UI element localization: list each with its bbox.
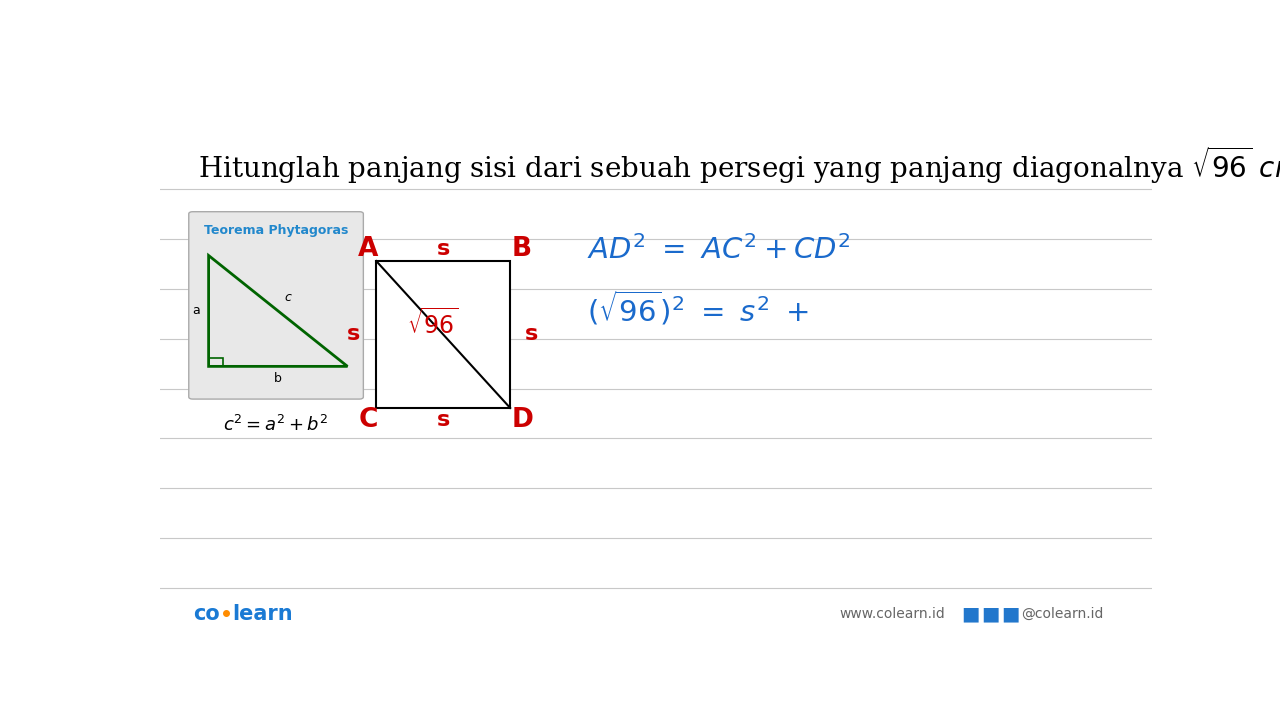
Text: a: a xyxy=(192,305,200,318)
Text: b: b xyxy=(274,372,282,385)
Text: ■: ■ xyxy=(1001,605,1020,624)
Text: $c^2 = a^2 + b^2$: $c^2 = a^2 + b^2$ xyxy=(224,415,329,435)
Text: s: s xyxy=(525,325,539,344)
Text: Hitunglah panjang sisi dari sebuah persegi yang panjang diagonalnya $\sqrt{96}$ : Hitunglah panjang sisi dari sebuah perse… xyxy=(197,145,1280,186)
Text: ■: ■ xyxy=(961,605,980,624)
Text: learn: learn xyxy=(233,604,293,624)
Text: D: D xyxy=(511,407,532,433)
Text: s: s xyxy=(436,410,449,430)
Text: C: C xyxy=(358,407,378,433)
Text: @colearn.id: @colearn.id xyxy=(1021,607,1103,621)
Text: s: s xyxy=(436,239,449,258)
Text: co: co xyxy=(193,604,219,624)
Text: $AD^2\ =\ AC^2 + CD^2$: $AD^2\ =\ AC^2 + CD^2$ xyxy=(586,235,850,265)
Text: Teorema Phytagoras: Teorema Phytagoras xyxy=(204,224,348,237)
FancyBboxPatch shape xyxy=(188,212,364,399)
Text: A: A xyxy=(358,236,379,262)
Text: ■: ■ xyxy=(982,605,1000,624)
Text: B: B xyxy=(512,236,532,262)
Text: s: s xyxy=(347,325,360,344)
Text: $(\sqrt{96})^2\ =\ s^2\ +$: $(\sqrt{96})^2\ =\ s^2\ +$ xyxy=(586,289,808,328)
Text: www.colearn.id: www.colearn.id xyxy=(840,607,945,621)
Text: c: c xyxy=(284,291,292,304)
Text: $\sqrt{96}$: $\sqrt{96}$ xyxy=(407,308,460,338)
Bar xyxy=(376,261,511,408)
